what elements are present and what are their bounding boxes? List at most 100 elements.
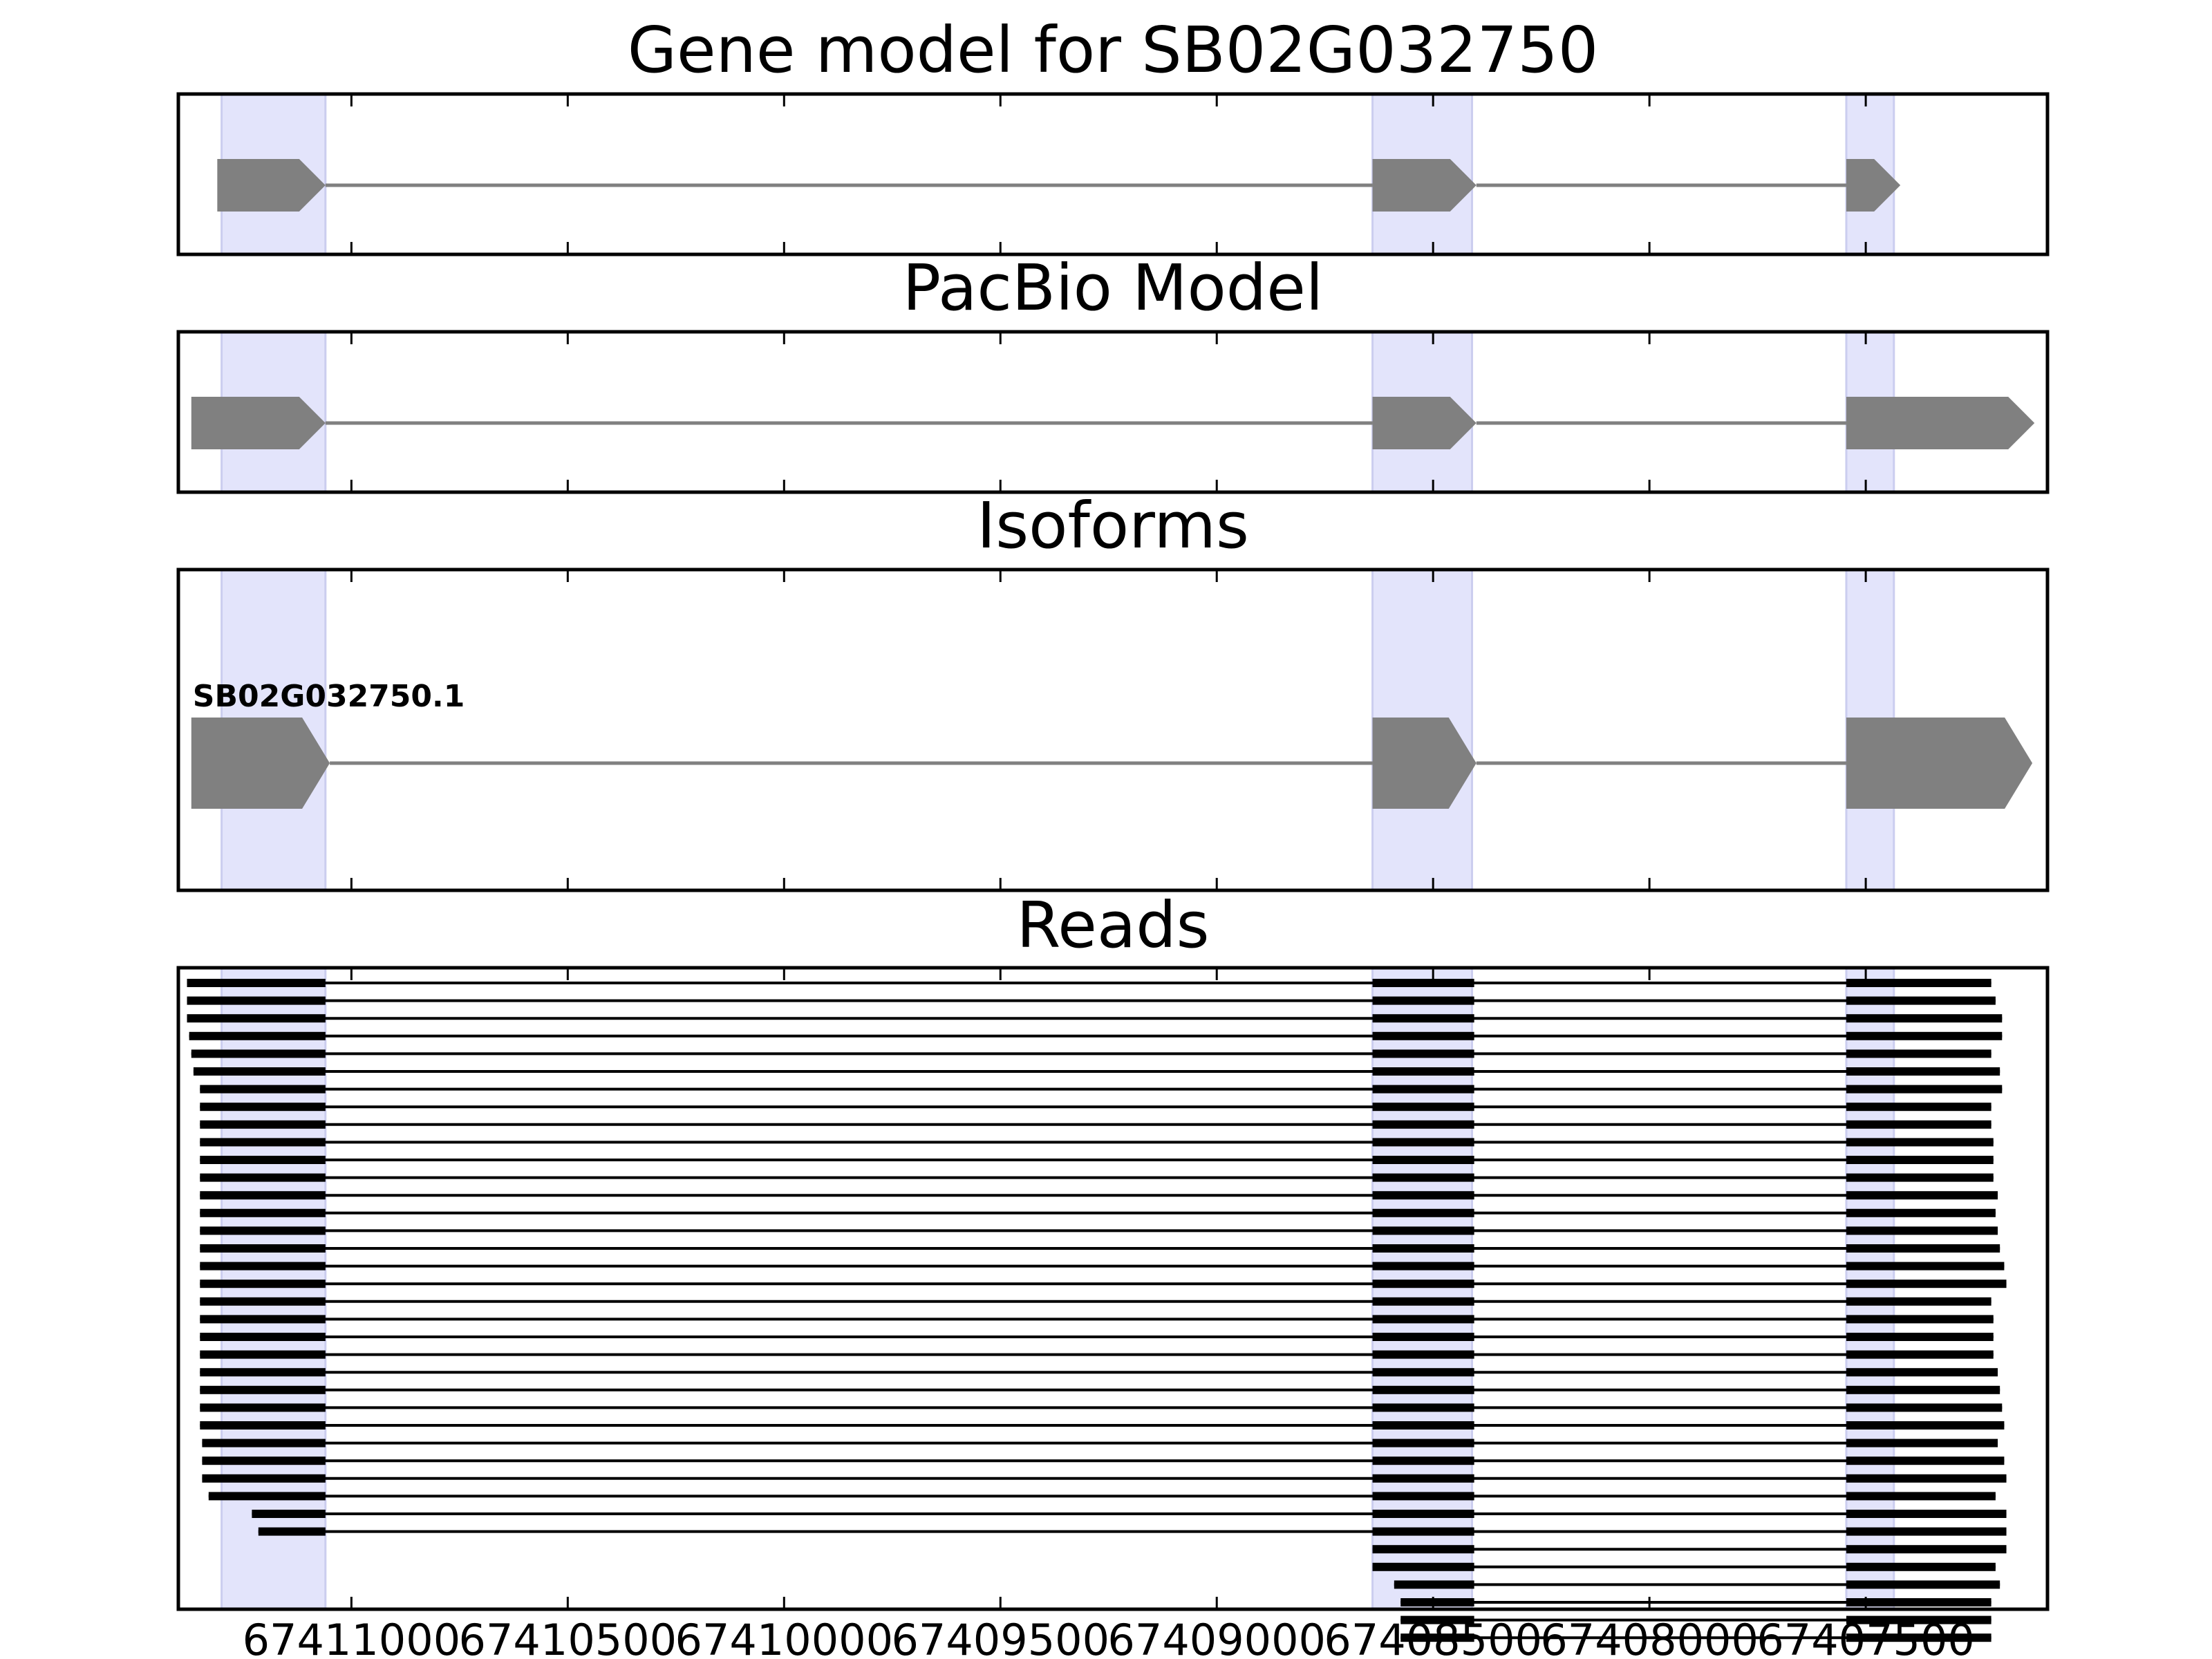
read-exon [1846,1438,1998,1447]
read-exon [1846,1474,2007,1483]
exon-block [1846,159,1901,212]
read-exon [200,1103,326,1112]
read-exon [200,1315,326,1324]
panel-title: Gene model for SB02G032750 [628,13,1599,87]
exon-block [1372,397,1477,449]
read-exon [1372,1244,1474,1253]
read-exon [1846,1545,2007,1554]
read-exon [200,1350,326,1359]
read-exon [1846,1562,1996,1571]
read-exon [1846,1492,1996,1501]
read-exon [1846,1580,2000,1589]
read-exon [1846,1014,2003,1023]
exon-block [217,159,326,212]
read-exon [200,1333,326,1341]
read-exon [200,1403,326,1412]
read-exon [200,1262,326,1271]
read-exon [200,1208,326,1217]
read-exon [1846,1156,1994,1164]
read-exon [200,1226,326,1235]
read-exon [202,1456,326,1465]
read-exon [1372,1085,1474,1094]
read-exon [200,1156,326,1164]
read-exon [1372,1156,1474,1164]
read-exon [1372,1014,1474,1023]
read-exon [193,1067,326,1076]
read-exon [1846,1067,2000,1076]
read-exon [1846,1333,1994,1341]
read-exon [200,1385,326,1394]
x-tick-label: 67410500 [459,1615,677,1659]
read-exon [200,1421,326,1430]
read-exon [252,1510,326,1518]
read-exon [1372,1297,1474,1306]
read-exon [187,1014,326,1023]
read-exon [1372,979,1474,987]
x-tick-label: 67407500 [1756,1615,1975,1659]
read-exon [1846,1633,1991,1642]
read-exon [1372,1474,1474,1483]
panel-title: Reads [1016,888,1209,962]
read-exon [1394,1580,1474,1589]
read-exon [1846,1385,2000,1394]
panel-pacbio-model: PacBio Model [176,251,2050,494]
x-tick-label: 67408500 [1324,1615,1542,1659]
read-exon [200,1297,326,1306]
panel-frame [176,330,2050,494]
exon-block [1846,718,2033,809]
read-exon [191,1049,326,1058]
read-exon [1846,1403,2003,1412]
read-exon [1372,1031,1474,1040]
read-exon [258,1527,326,1536]
x-tick-label: 67408000 [1540,1615,1759,1659]
panel-frame [176,568,2050,892]
read-exon [1400,1615,1474,1624]
read-exon [1846,1615,1991,1624]
read-exon [1372,1103,1474,1112]
read-exon [200,1173,326,1182]
read-exon [1846,1103,1991,1112]
read-exon [1372,1191,1474,1200]
read-exon [1846,1120,1991,1129]
read-exon [202,1438,326,1447]
read-exon [1372,1138,1474,1147]
read-exon [1372,996,1474,1005]
read-exon [1372,1208,1474,1217]
read-exon [200,1085,326,1094]
read-exon [1372,1315,1474,1324]
read-exon [1846,1280,2007,1288]
read-exon [1372,1545,1474,1554]
read-exon [1372,1350,1474,1359]
read-exon [1372,1049,1474,1058]
read-exon [1372,1456,1474,1465]
read-exon [1846,1244,2000,1253]
read-exon [1372,1120,1474,1129]
read-exon [189,1031,326,1040]
read-exon [1372,1262,1474,1271]
exon-block [1846,397,2035,449]
read-exon [1846,1085,2003,1094]
read-exon [1846,996,1996,1005]
panel-title: PacBio Model [903,251,1324,325]
read-exon [1846,1208,1996,1217]
read-exon [1846,1421,2005,1430]
read-exon [1372,1280,1474,1288]
read-exon [1372,1067,1474,1076]
panel-isoforms: Isoforms SB02G032750.1 [176,489,2050,892]
read-exon [1400,1598,1474,1606]
exon-block [1372,159,1477,212]
panel-frame [176,92,2050,256]
x-tick-label: 67409500 [891,1615,1109,1659]
read-exon [1372,1492,1474,1501]
read-exon [1372,1368,1474,1377]
read-exon [1846,1262,2005,1271]
read-exon [1372,1403,1474,1412]
read-exon [1846,1173,1994,1182]
read-exon [1846,1297,1991,1306]
read-exon [1846,1138,1994,1147]
read-exon [200,1191,326,1200]
read-exon [1372,1333,1474,1341]
panel-frame [176,966,2050,1611]
read-exon [200,1280,326,1288]
read-exon [1846,1527,2007,1536]
